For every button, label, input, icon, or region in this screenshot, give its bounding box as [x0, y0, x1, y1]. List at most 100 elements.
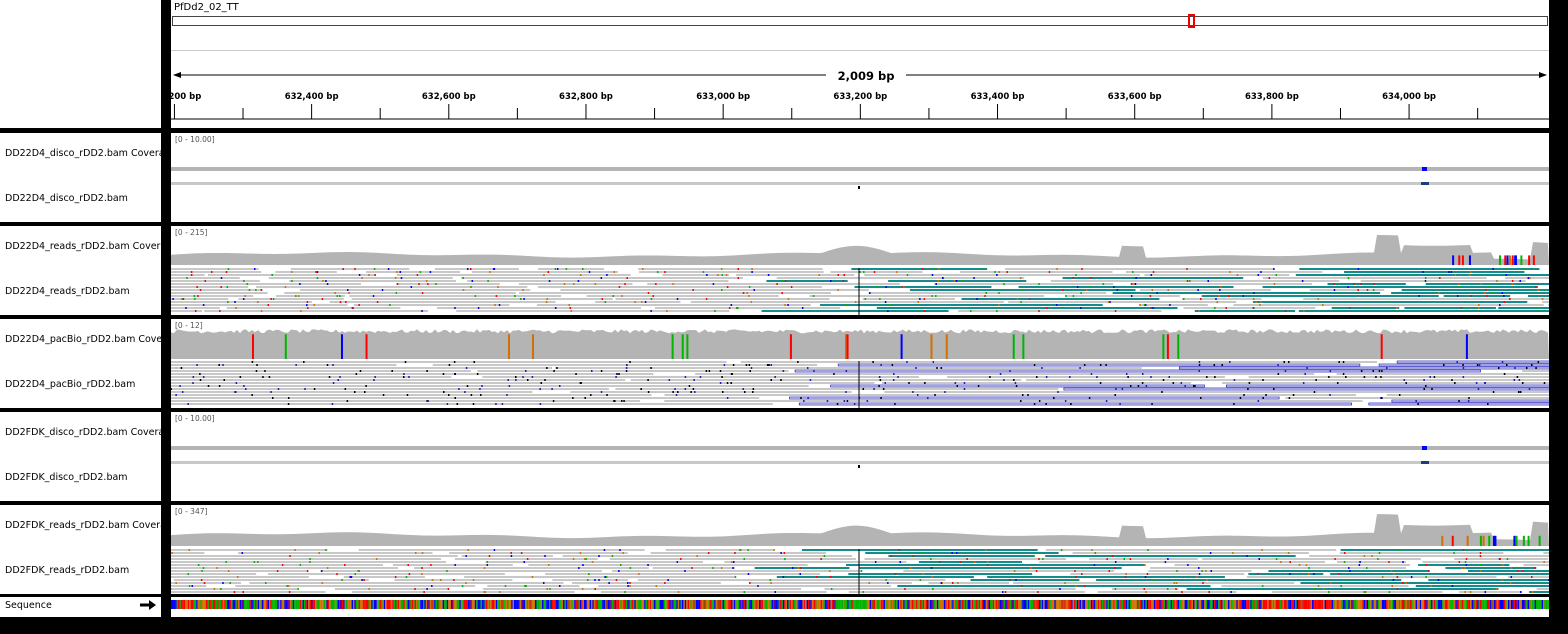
sequence-base: [365, 600, 368, 609]
sequence-base: [1177, 600, 1180, 609]
read-mismatch: [618, 373, 620, 375]
sequence-base: [665, 600, 667, 609]
sequence-base: [546, 600, 548, 609]
sequence-base: [389, 600, 391, 609]
read-mismatch: [447, 394, 450, 396]
read-mismatch: [1343, 561, 1346, 563]
sequence-base: [439, 600, 442, 609]
sequence-base: [617, 600, 620, 609]
sequence-base: [206, 600, 208, 609]
track-data-panel-dd22d4_pacbio[interactable]: [0 - 12]: [171, 319, 1549, 408]
coverage-track-label[interactable]: DD22D4_disco_rDD2.bam Coverage: [5, 148, 161, 159]
read: [1179, 367, 1549, 369]
read: [1233, 304, 1544, 306]
read-mismatch: [201, 570, 203, 572]
alignment-track-label[interactable]: DD2FDK_reads_rDD2.bam: [5, 565, 130, 576]
sequence-base: [624, 600, 627, 609]
track-data-panel-dd22d4_disco[interactable]: [0 - 10.00]: [171, 133, 1549, 222]
read-mismatch: [629, 567, 632, 569]
sequence-base: [1316, 600, 1318, 609]
read-mismatch: [1423, 388, 1425, 390]
sequence-base: [925, 600, 928, 609]
track-data-panel-dd22d4_reads[interactable]: [0 - 215]: [171, 226, 1549, 315]
coverage-track-label[interactable]: DD2FDK_reads_rDD2.bam Coverage: [5, 520, 161, 531]
coverage-track-label[interactable]: DD22D4_reads_rDD2.bam Coverage: [5, 241, 161, 252]
read: [639, 271, 824, 273]
sequence-base: [539, 600, 541, 609]
sequence-base: [1166, 600, 1168, 609]
read: [1309, 289, 1385, 291]
sequence-base: [1340, 600, 1342, 609]
alignment-track-label[interactable]: DD22D4_pacBio_rDD2.bam: [5, 379, 136, 390]
read-mismatch: [1417, 403, 1419, 405]
sequence-base: [1148, 600, 1150, 609]
read-mismatch: [1114, 310, 1117, 312]
read-mismatch: [458, 388, 460, 390]
read-mismatch: [969, 310, 972, 312]
read-mismatch: [1517, 570, 1519, 572]
alignment-track-label[interactable]: DD2FDK_disco_rDD2.bam: [5, 472, 128, 483]
sequence-base: [498, 600, 501, 609]
read-mismatch: [774, 376, 776, 378]
ruler-tick-label: 632,600 bp: [421, 92, 476, 102]
sequence-base: [592, 600, 594, 609]
read-mismatch: [222, 364, 224, 366]
read-mismatch: [421, 567, 423, 569]
alignment-track-label[interactable]: DD22D4_reads_rDD2.bam: [5, 286, 130, 297]
read-mismatch: [955, 280, 958, 282]
read-mismatch: [1161, 391, 1163, 393]
sequence-base: [1187, 600, 1189, 609]
read-mismatch: [614, 400, 616, 402]
read-mismatch: [309, 561, 311, 563]
read-mismatch: [1055, 304, 1058, 306]
read-mismatch: [902, 286, 905, 288]
read-mismatch: [306, 570, 309, 572]
span-arrow-left: [173, 72, 181, 78]
read: [171, 286, 249, 288]
read: [862, 298, 955, 300]
sequence-base: [1198, 600, 1201, 609]
sequence-base: [1139, 600, 1142, 609]
sequence-base: [1008, 600, 1010, 609]
read-mismatch: [1329, 582, 1332, 584]
read-mismatch: [406, 394, 409, 396]
track-data-panel-dd2fdk_reads[interactable]: [0 - 347]: [171, 505, 1549, 594]
sequence-base: [1435, 600, 1437, 609]
sequence-base: [1263, 600, 1265, 609]
read-mismatch: [994, 271, 996, 273]
read-mismatch: [429, 271, 432, 273]
sequence-base: [1440, 600, 1443, 609]
sequence-label[interactable]: Sequence: [5, 600, 52, 611]
read-mismatch: [743, 558, 746, 560]
chromosome-ideogram[interactable]: [172, 16, 1548, 26]
strand-arrow-svg[interactable]: [0, 597, 161, 617]
read: [1062, 277, 1244, 279]
sequence-track[interactable]: [171, 597, 1549, 617]
sequence-base: [1436, 600, 1439, 609]
read-mismatch: [1372, 370, 1375, 372]
read-mismatch: [553, 370, 555, 372]
sequence-base: [313, 600, 316, 609]
sequence-base: [187, 600, 190, 609]
sequence-base: [630, 600, 632, 609]
sequence-base: [841, 600, 844, 609]
sequence-base: [179, 600, 181, 609]
read-mismatch: [1465, 307, 1468, 309]
chromosome-name[interactable]: PfDd2_02_TT: [174, 2, 239, 13]
coverage-track-label[interactable]: DD22D4_pacBio_rDD2.bam Coverage: [5, 334, 161, 345]
read-mismatch: [1207, 280, 1210, 282]
read-mismatch: [1162, 379, 1165, 381]
sequence-base: [1298, 600, 1300, 609]
read-mismatch: [414, 588, 416, 590]
alignment-track-label[interactable]: DD22D4_disco_rDD2.bam: [5, 193, 128, 204]
read: [171, 385, 809, 387]
read-mismatch: [1013, 573, 1015, 575]
sequence-base: [1530, 600, 1532, 609]
read-mismatch: [953, 280, 956, 282]
track-data-panel-dd2fdk_disco[interactable]: [0 - 10.00]: [171, 412, 1549, 501]
read: [795, 370, 1481, 372]
read-mismatch: [572, 397, 574, 399]
sequence-base: [186, 600, 188, 609]
ideogram-region-marker[interactable]: [1187, 14, 1195, 28]
coverage-track-label[interactable]: DD2FDK_disco_rDD2.bam Coverage: [5, 427, 161, 438]
